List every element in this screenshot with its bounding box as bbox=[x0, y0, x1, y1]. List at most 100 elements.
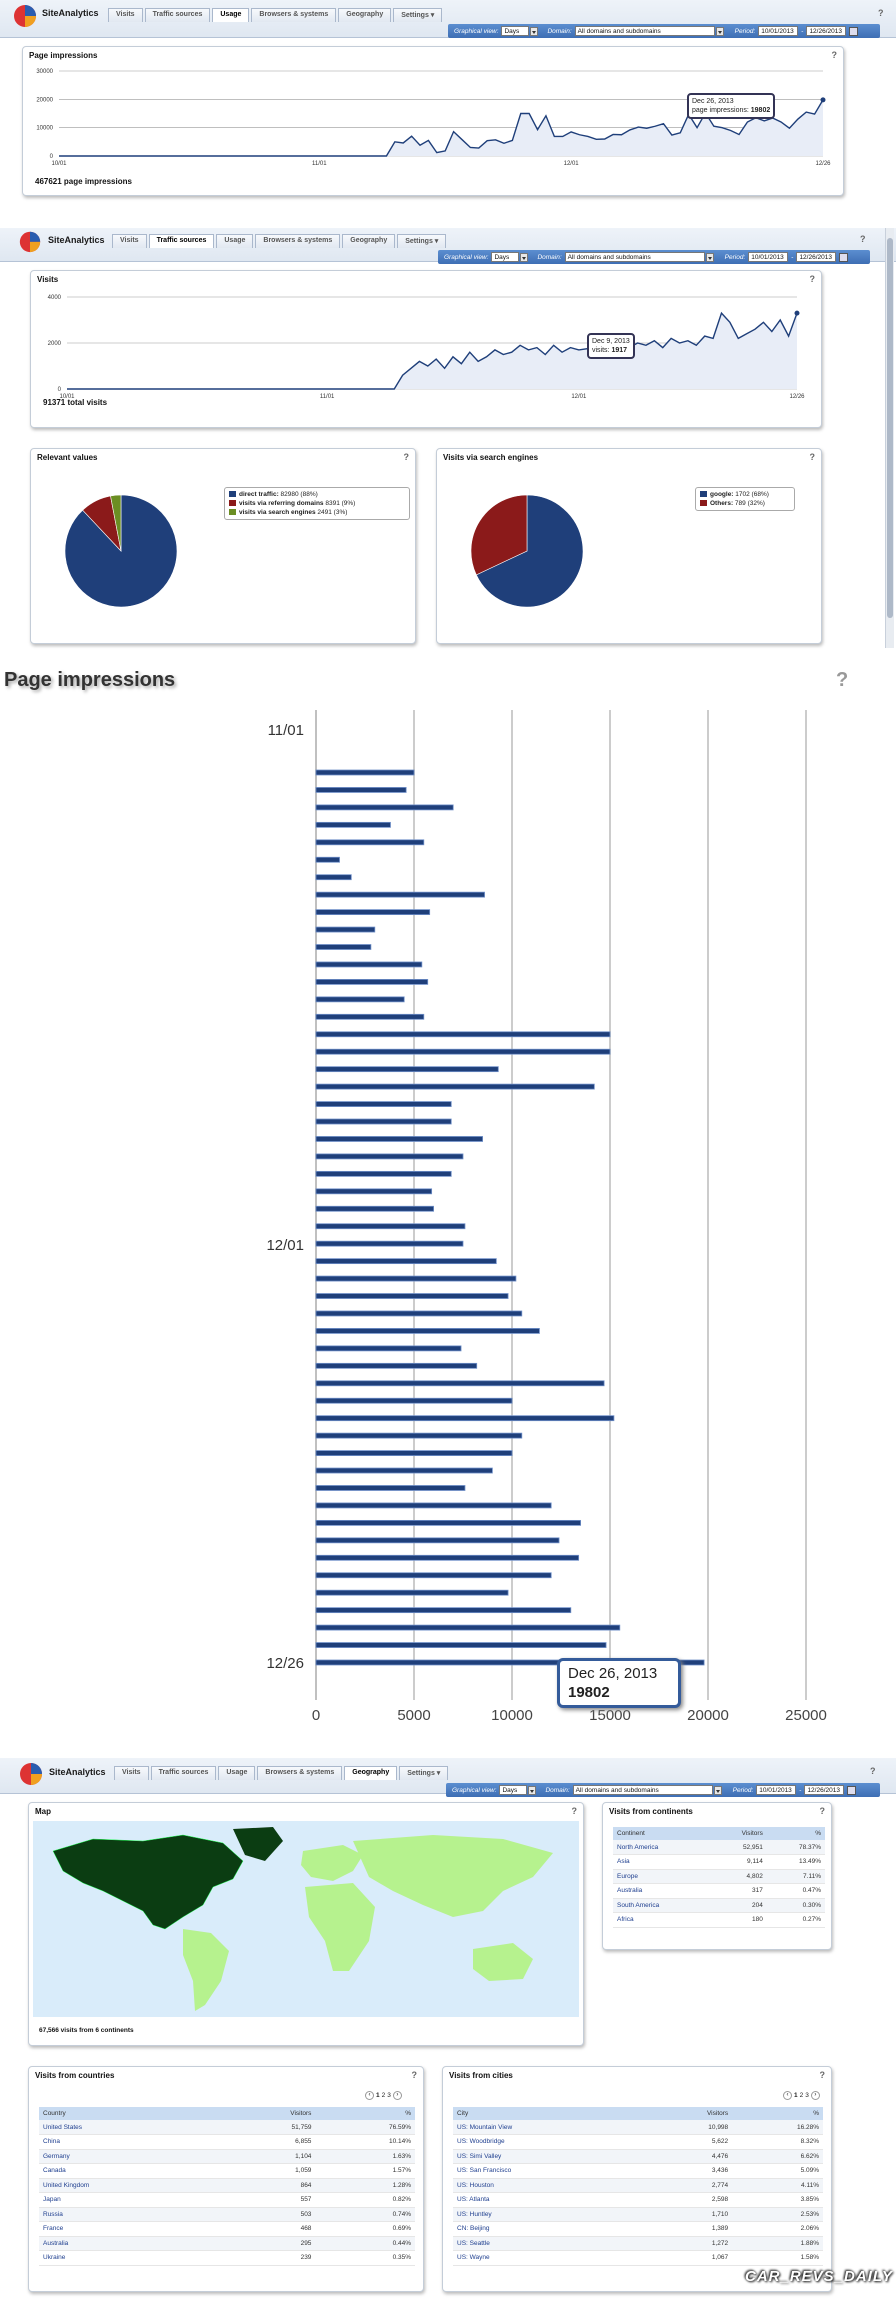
row-name[interactable]: US: San Francisco bbox=[453, 2163, 644, 2179]
page-number[interactable]: 2 bbox=[799, 2092, 804, 2099]
world-map[interactable] bbox=[33, 1821, 579, 2017]
help-icon[interactable]: ? bbox=[411, 2070, 418, 2080]
page-help-icon[interactable]: ? bbox=[870, 1766, 876, 1776]
row-name[interactable]: US: Simi Valley bbox=[453, 2149, 644, 2164]
page-number[interactable]: 1 bbox=[794, 2092, 798, 2099]
tab-traffic-sources[interactable]: Traffic sources bbox=[150, 1766, 217, 1780]
row-name[interactable]: Canada bbox=[39, 2163, 219, 2179]
help-icon[interactable]: ? bbox=[819, 2070, 826, 2080]
map-greenland[interactable] bbox=[233, 1827, 283, 1861]
map-australia[interactable] bbox=[473, 1943, 533, 1981]
column-header[interactable]: Country bbox=[39, 2107, 219, 2120]
row-name[interactable]: United Kingdom bbox=[39, 2178, 219, 2193]
page-number[interactable]: 3 bbox=[805, 2092, 809, 2099]
tab-traffic-sources[interactable]: Traffic sources bbox=[144, 8, 211, 22]
chevron-down-icon[interactable] bbox=[715, 26, 724, 36]
row-name[interactable]: US: Woodbridge bbox=[453, 2134, 644, 2150]
graphical-view-select[interactable]: Days bbox=[491, 252, 520, 262]
column-header[interactable]: % bbox=[732, 2107, 823, 2120]
row-name[interactable]: Europe bbox=[613, 1869, 711, 1884]
tab-usage[interactable]: Usage bbox=[216, 234, 254, 248]
row-name[interactable]: Ukraine bbox=[39, 2250, 219, 2266]
tab-geography[interactable]: Geography bbox=[342, 234, 396, 248]
help-icon[interactable]: ? bbox=[809, 452, 816, 462]
row-name[interactable]: Asia bbox=[613, 1854, 711, 1870]
period-from-input[interactable]: 10/01/2013 bbox=[758, 26, 799, 36]
row-name[interactable]: Russia bbox=[39, 2207, 219, 2222]
row-name[interactable]: US: Mountain View bbox=[453, 2120, 644, 2135]
column-header[interactable]: Visitors bbox=[710, 1827, 767, 1840]
period-to-input[interactable]: 12/26/2013 bbox=[804, 1785, 845, 1795]
tab-browsers-systems[interactable]: Browsers & systems bbox=[255, 234, 341, 248]
next-page-button[interactable]: › bbox=[392, 2091, 402, 2100]
help-icon[interactable]: ? bbox=[403, 452, 410, 462]
help-icon[interactable]: ? bbox=[836, 669, 849, 691]
row-name[interactable]: US: Houston bbox=[453, 2178, 644, 2193]
column-header[interactable]: Visitors bbox=[218, 2107, 316, 2120]
tab-traffic-sources[interactable]: Traffic sources bbox=[148, 234, 215, 248]
calendar-icon[interactable] bbox=[839, 252, 849, 262]
domain-select[interactable]: All domains and subdomains bbox=[572, 1785, 713, 1795]
chevron-down-icon[interactable] bbox=[520, 252, 529, 262]
graphical-view-select[interactable]: Days bbox=[499, 1785, 528, 1795]
tab-browsers-systems[interactable]: Browsers & systems bbox=[257, 1766, 343, 1780]
chevron-down-icon[interactable] bbox=[528, 1785, 537, 1795]
tab-settings[interactable]: Settings ▾ bbox=[393, 8, 443, 22]
map-africa[interactable] bbox=[305, 1883, 375, 1971]
row-name[interactable]: Germany bbox=[39, 2149, 219, 2164]
scrollbar[interactable] bbox=[885, 228, 894, 648]
calendar-icon[interactable] bbox=[847, 1785, 857, 1795]
help-icon[interactable]: ? bbox=[571, 1806, 578, 1816]
tab-settings[interactable]: Settings ▾ bbox=[399, 1766, 449, 1780]
calendar-icon[interactable] bbox=[849, 26, 859, 36]
column-header[interactable]: % bbox=[766, 1827, 825, 1840]
row-name[interactable]: US: Huntley bbox=[453, 2207, 644, 2222]
column-header[interactable]: Continent bbox=[613, 1827, 711, 1840]
row-name[interactable]: Australia bbox=[39, 2236, 219, 2251]
help-icon[interactable]: ? bbox=[819, 1806, 826, 1816]
map-south-america[interactable] bbox=[183, 1929, 229, 2011]
row-name[interactable]: US: Wayne bbox=[453, 2250, 644, 2266]
column-header[interactable]: % bbox=[315, 2107, 415, 2120]
tab-visits[interactable]: Visits bbox=[108, 8, 143, 22]
domain-select[interactable]: All domains and subdomains bbox=[574, 26, 715, 36]
row-name[interactable]: China bbox=[39, 2134, 219, 2150]
page-help-icon[interactable]: ? bbox=[878, 8, 884, 18]
prev-page-button[interactable]: ‹ bbox=[783, 2091, 792, 2100]
column-header[interactable]: Visitors bbox=[643, 2107, 733, 2120]
page-number[interactable]: 3 bbox=[387, 2092, 391, 2099]
map-asia[interactable] bbox=[353, 1835, 553, 1917]
tab-usage[interactable]: Usage bbox=[212, 8, 250, 22]
domain-select[interactable]: All domains and subdomains bbox=[564, 252, 705, 262]
page-help-icon[interactable]: ? bbox=[860, 234, 866, 244]
map-europe[interactable] bbox=[301, 1845, 363, 1881]
next-page-button[interactable]: › bbox=[810, 2091, 820, 2100]
tab-browsers-systems[interactable]: Browsers & systems bbox=[251, 8, 337, 22]
prev-page-button[interactable]: ‹ bbox=[365, 2091, 374, 2100]
row-name[interactable]: US: Atlanta bbox=[453, 2192, 644, 2208]
page-number[interactable]: 2 bbox=[381, 2092, 386, 2099]
scrollbar-thumb[interactable] bbox=[887, 238, 893, 618]
row-name[interactable]: Africa bbox=[613, 1912, 711, 1928]
graphical-view-select[interactable]: Days bbox=[501, 26, 530, 36]
map-north-america[interactable] bbox=[52, 1834, 244, 1930]
chevron-down-icon[interactable] bbox=[713, 1785, 722, 1795]
period-to-input[interactable]: 12/26/2013 bbox=[796, 252, 837, 262]
row-name[interactable]: North America bbox=[613, 1840, 711, 1855]
chevron-down-icon[interactable] bbox=[530, 26, 539, 36]
tab-visits[interactable]: Visits bbox=[114, 1766, 149, 1780]
page-number[interactable]: 1 bbox=[376, 2092, 380, 2099]
tab-usage[interactable]: Usage bbox=[218, 1766, 256, 1780]
row-name[interactable]: US: Seattle bbox=[453, 2236, 644, 2251]
column-header[interactable]: City bbox=[453, 2107, 644, 2120]
tab-geography[interactable]: Geography bbox=[338, 8, 392, 22]
row-name[interactable]: United States bbox=[39, 2120, 219, 2135]
row-name[interactable]: CN: Beijing bbox=[453, 2221, 644, 2237]
row-name[interactable]: South America bbox=[613, 1898, 711, 1913]
tab-visits[interactable]: Visits bbox=[112, 234, 147, 248]
row-name[interactable]: France bbox=[39, 2221, 219, 2237]
period-from-input[interactable]: 10/01/2013 bbox=[756, 1785, 797, 1795]
tab-settings[interactable]: Settings ▾ bbox=[397, 234, 447, 248]
row-name[interactable]: Australia bbox=[613, 1883, 711, 1899]
row-name[interactable]: Japan bbox=[39, 2192, 219, 2208]
